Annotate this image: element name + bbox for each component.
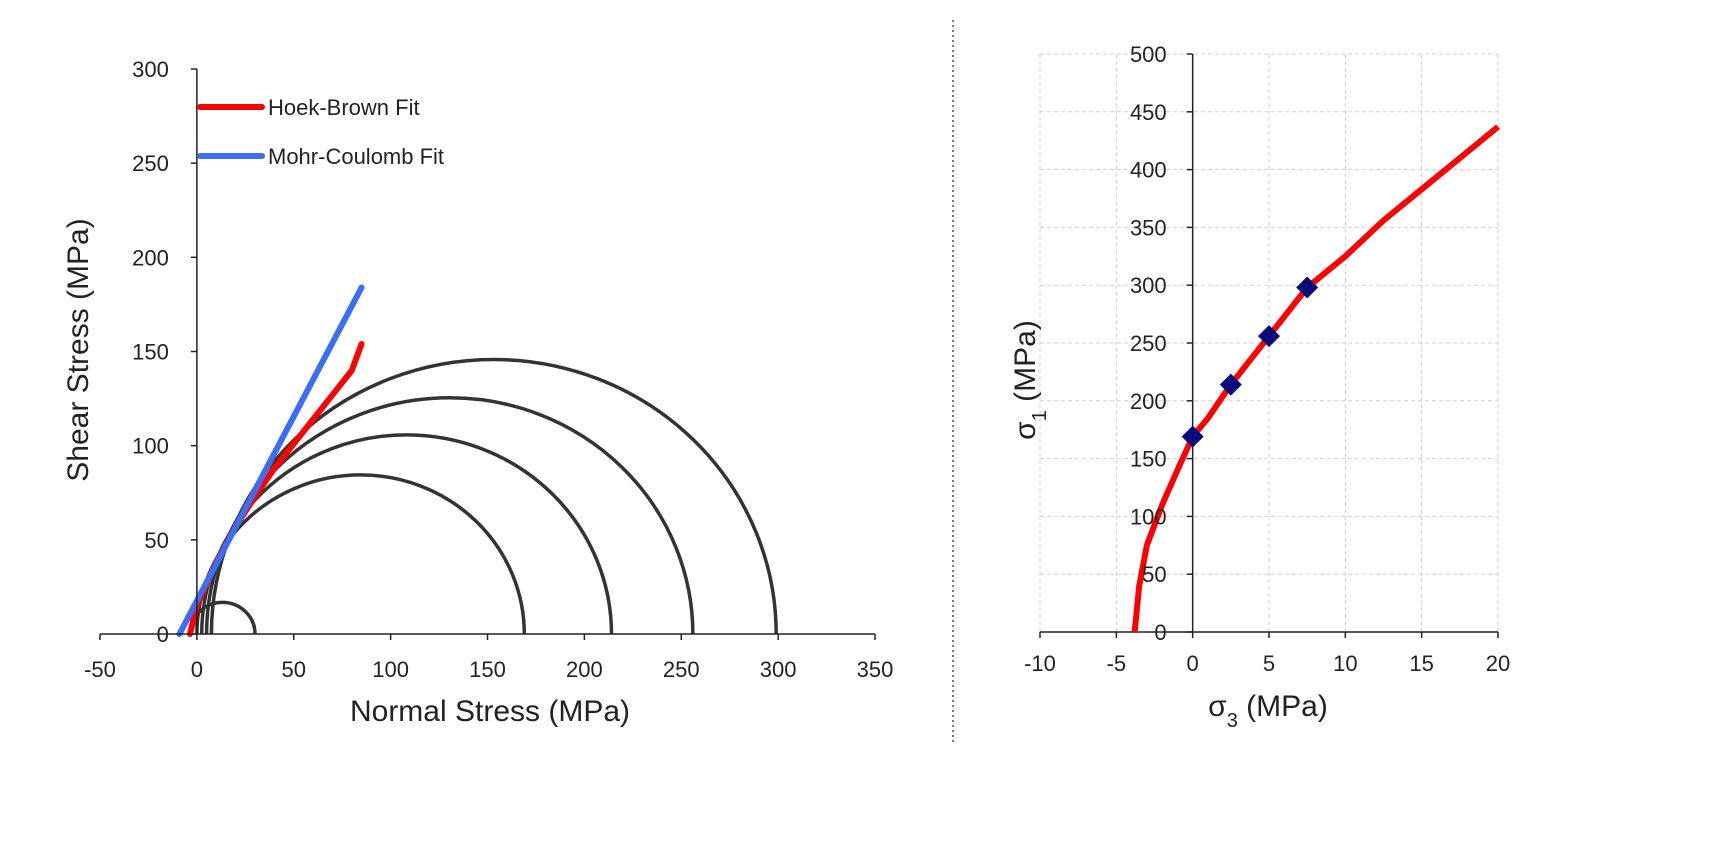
right-y-tick-label: 400 — [1130, 158, 1167, 183]
left-axes — [99, 68, 876, 640]
right-y-tick-label: 0 — [1154, 620, 1166, 645]
right-x-tick-label: 15 — [1409, 651, 1433, 676]
data-point-marker — [1258, 325, 1280, 348]
left-y-tick-label: 250 — [132, 151, 169, 176]
left-y-axis-label: Shear Stress (MPa) — [62, 218, 95, 481]
failure-envelope-series — [176, 284, 365, 637]
left-x-tick-label: 150 — [469, 657, 506, 682]
right-x-tick-label: 5 — [1263, 651, 1275, 676]
right-y-axis-label: σ1 (MPa) — [1009, 320, 1051, 440]
right-y-tick-label: 350 — [1130, 215, 1167, 240]
mohr-coulomb-fit-line — [176, 284, 365, 637]
hoek-brown-chart: -10 -5 0 5 10 15 20 0 50 100 150 200 250 300 350 400 45… — [1009, 42, 1510, 732]
left-x-tick-label: 50 — [282, 657, 306, 682]
left-x-tick-labels: -50 0 50 100 150 200 250 300 350 — [84, 657, 893, 682]
left-x-tick-label: 300 — [760, 657, 797, 682]
mohr-circle — [204, 395, 695, 635]
right-y-tick-label: 200 — [1130, 389, 1167, 414]
left-x-tick-label: -50 — [84, 657, 116, 682]
right-y-tick-labels: 0 50 100 150 200 250 300 350 400 450 500 — [1130, 42, 1167, 645]
data-point-marker — [1296, 276, 1319, 299]
right-x-tick-label: 0 — [1187, 651, 1199, 676]
right-y-tick-label: 50 — [1142, 562, 1166, 587]
right-y-tick-label: 150 — [1130, 447, 1167, 472]
legend: Hoek-Brown Fit Mohr-Coulomb Fit — [197, 95, 444, 169]
right-y-tick-label: 500 — [1130, 42, 1167, 67]
left-y-tick-label: 50 — [144, 528, 168, 553]
right-y-tick-label: 300 — [1130, 273, 1167, 298]
legend-label: Hoek-Brown Fit — [268, 95, 420, 120]
right-x-axis-label: σ3 (MPa) — [1208, 690, 1328, 732]
right-y-tick-label: 250 — [1130, 331, 1167, 356]
left-y-tick-label: 150 — [132, 340, 169, 365]
left-x-tick-label: 200 — [566, 657, 603, 682]
mohr-circles — [188, 357, 778, 635]
right-x-tick-label: 10 — [1333, 651, 1357, 676]
test-data-markers — [1181, 276, 1319, 448]
right-axes — [1039, 53, 1499, 638]
left-y-tick-label: 300 — [132, 57, 169, 82]
right-x-tick-label: -10 — [1024, 651, 1056, 676]
mohr-circle-chart: -50 0 50 100 150 200 250 300 350 0 50 100 150 200 250… — [62, 57, 893, 728]
data-point-marker — [1181, 425, 1204, 448]
left-x-tick-label: 350 — [857, 657, 894, 682]
legend-label: Mohr-Coulomb Fit — [268, 144, 444, 169]
hoek-brown-curve — [1131, 124, 1500, 633]
left-x-axis-label: Normal Stress (MPa) — [350, 695, 630, 728]
right-x-tick-label: -5 — [1107, 651, 1127, 676]
right-x-tick-label: 20 — [1486, 651, 1510, 676]
right-x-tick-labels: -10 -5 0 5 10 15 20 — [1024, 651, 1510, 676]
data-point-marker — [1219, 373, 1242, 396]
mohr-circle — [199, 433, 614, 635]
left-y-tick-label: 0 — [157, 622, 169, 647]
right-y-tick-label: 450 — [1130, 100, 1167, 125]
left-y-tick-label: 200 — [132, 245, 169, 270]
left-y-tick-labels: 0 50 100 150 200 250 300 — [132, 57, 169, 647]
left-x-tick-label: 100 — [372, 657, 409, 682]
left-x-tick-label: 0 — [191, 657, 203, 682]
right-y-tick-label: 100 — [1130, 504, 1167, 529]
strength-curve-series — [1131, 124, 1500, 633]
left-y-tick-label: 100 — [132, 434, 169, 459]
left-x-tick-label: 250 — [663, 657, 700, 682]
